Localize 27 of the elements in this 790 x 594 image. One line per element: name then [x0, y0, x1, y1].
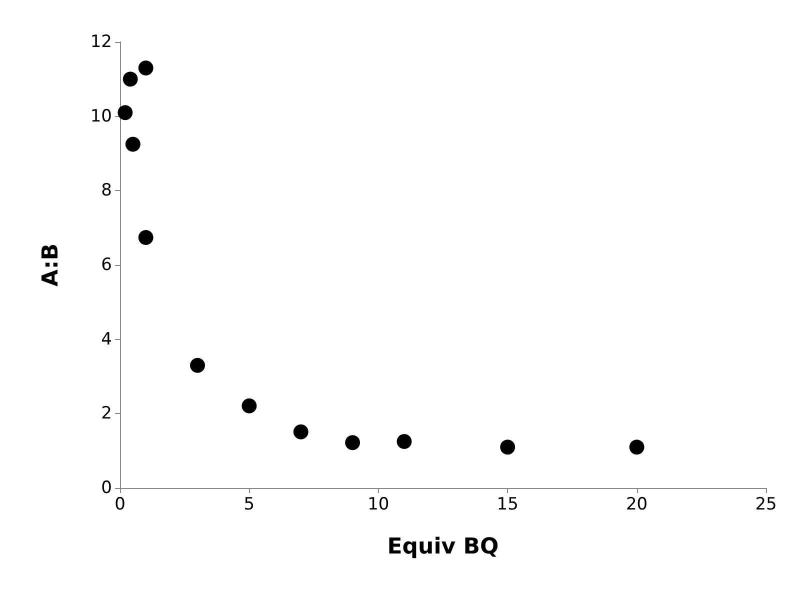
x-tick-label: 10 — [368, 494, 390, 514]
y-tick-label: 4 — [101, 329, 112, 350]
point — [138, 230, 154, 245]
y-tick-label: 2 — [101, 404, 112, 424]
y-tick-label: 12 — [90, 32, 112, 52]
point — [118, 105, 133, 120]
y-tick-label: 8 — [101, 180, 112, 201]
x-axis-title: Equiv BQ — [387, 534, 499, 560]
y-axis-title: A:B — [38, 243, 64, 287]
x-tick-label: 20 — [626, 494, 648, 514]
x-tick-label: 15 — [496, 494, 518, 514]
x-tick-label: 0 — [114, 494, 126, 514]
point — [396, 434, 412, 450]
point — [293, 424, 308, 440]
point — [345, 435, 360, 450]
x-tick-label: 5 — [244, 494, 255, 514]
point — [242, 398, 257, 414]
point — [629, 440, 644, 455]
y-tick-label: 10 — [90, 106, 112, 126]
point — [122, 72, 138, 87]
point — [190, 358, 206, 373]
x-tick-label: 25 — [755, 494, 777, 514]
point — [125, 136, 140, 152]
y-tick-label: 6 — [101, 255, 112, 275]
point — [138, 60, 154, 76]
point — [500, 440, 516, 455]
y-tick-label: 0 — [101, 478, 112, 498]
